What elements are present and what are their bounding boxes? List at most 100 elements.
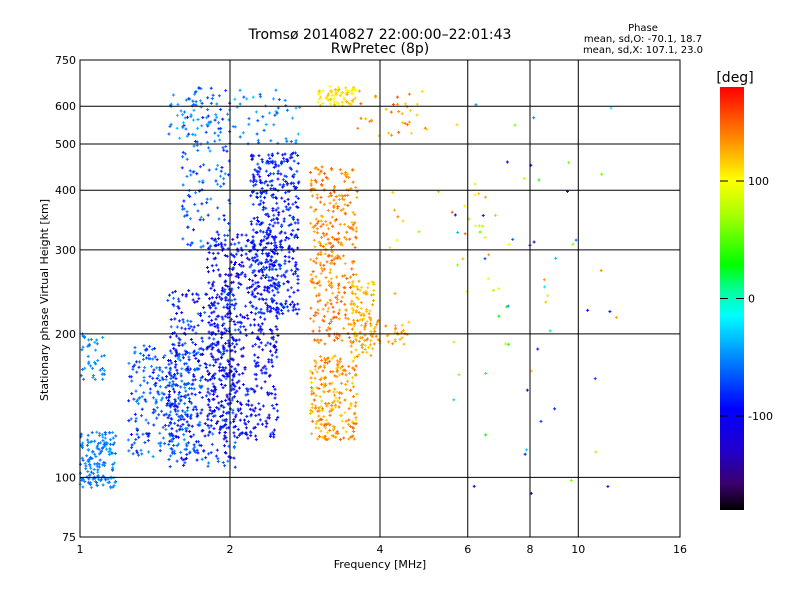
scatter-point — [214, 113, 217, 116]
scatter-point — [336, 205, 339, 208]
scatter-point — [170, 325, 173, 328]
scatter-point — [252, 235, 255, 238]
scatter-point — [334, 296, 337, 299]
scatter-point — [369, 354, 372, 357]
scatter-point — [233, 298, 236, 301]
scatter-point — [223, 234, 226, 237]
scatter-point — [401, 112, 404, 115]
scatter-point — [327, 227, 330, 230]
scatter-point — [258, 345, 261, 348]
scatter-point — [322, 415, 325, 418]
scatter-point — [210, 419, 213, 422]
scatter-point — [367, 282, 370, 285]
scatter-point — [393, 209, 396, 212]
scatter-point — [132, 452, 135, 455]
scatter-point — [264, 380, 267, 383]
scatter-point — [216, 449, 219, 452]
scatter-point — [159, 385, 162, 388]
scatter-point — [200, 408, 203, 411]
scatter-point — [322, 264, 325, 267]
scatter-point — [324, 243, 327, 246]
scatter-point — [296, 312, 299, 315]
scatter-point — [226, 113, 229, 116]
scatter-point — [207, 387, 210, 390]
scatter-point — [288, 295, 291, 298]
scatter-point — [152, 368, 155, 371]
scatter-point — [358, 90, 361, 93]
scatter-point — [345, 277, 348, 280]
scatter-point — [356, 319, 359, 322]
scatter-point — [89, 364, 92, 367]
scatter-point — [544, 301, 547, 304]
scatter-point — [227, 316, 230, 319]
scatter-point — [364, 117, 367, 120]
scatter-point — [254, 414, 257, 417]
scatter-point — [330, 404, 333, 407]
scatter-point — [215, 116, 218, 119]
scatter-point — [152, 371, 155, 374]
scatter-point — [329, 268, 332, 271]
scatter-point — [286, 289, 289, 292]
scatter-point — [152, 423, 155, 426]
scatter-point — [95, 339, 98, 342]
scatter-point — [310, 179, 313, 182]
scatter-point — [277, 207, 280, 210]
scatter-point — [191, 293, 194, 296]
scatter-point — [339, 358, 342, 361]
scatter-point — [268, 223, 271, 226]
scatter-point — [345, 238, 348, 241]
scatter-point — [259, 418, 262, 421]
scatter-point — [208, 121, 211, 124]
scatter-point — [329, 221, 332, 224]
scatter-point — [329, 299, 332, 302]
scatter-point — [103, 369, 106, 372]
scatter-point — [245, 253, 248, 256]
scatter-point — [256, 173, 259, 176]
scatter-point — [536, 348, 539, 351]
scatter-point — [209, 150, 212, 153]
scatter-point — [352, 430, 355, 433]
phase-box-line1: mean, sd,O: -70.1, 18.7 — [584, 34, 702, 45]
scatter-point — [181, 155, 184, 158]
scatter-point — [297, 308, 300, 311]
scatter-point — [198, 180, 201, 183]
scatter-point — [402, 329, 405, 332]
scatter-point — [333, 97, 336, 100]
scatter-point — [356, 305, 359, 308]
scatter-point — [224, 384, 227, 387]
scatter-point — [189, 169, 192, 172]
scatter-point — [192, 298, 195, 301]
scatter-point — [343, 223, 346, 226]
scatter-point — [188, 430, 191, 433]
scatter-point — [274, 163, 277, 166]
scatter-point — [177, 300, 180, 303]
scatter-point — [350, 351, 353, 354]
scatter-point — [165, 378, 168, 381]
scatter-point — [142, 354, 145, 357]
scatter-point — [270, 361, 273, 364]
scatter-point — [310, 376, 313, 379]
scatter-point — [208, 315, 211, 318]
scatter-point — [325, 288, 328, 291]
scatter-point — [294, 221, 297, 224]
scatter-point — [222, 406, 225, 409]
scatter-point — [372, 289, 375, 292]
scatter-point — [190, 338, 193, 341]
colorbar-tick-label: 100 — [748, 175, 769, 188]
scatter-point — [253, 217, 256, 220]
scatter-point — [212, 269, 215, 272]
scatter-point — [342, 327, 345, 330]
scatter-point — [208, 331, 211, 334]
scatter-point — [189, 320, 192, 323]
scatter-point — [127, 362, 130, 365]
scatter-point — [296, 275, 299, 278]
scatter-point — [223, 327, 226, 330]
scatter-point — [101, 367, 104, 370]
scatter-point — [345, 388, 348, 391]
scatter-point — [288, 251, 291, 254]
scatter-point — [238, 373, 241, 376]
scatter-point — [245, 426, 248, 429]
scatter-point — [224, 239, 227, 242]
scatter-point — [184, 127, 187, 130]
scatter-point — [351, 311, 354, 314]
